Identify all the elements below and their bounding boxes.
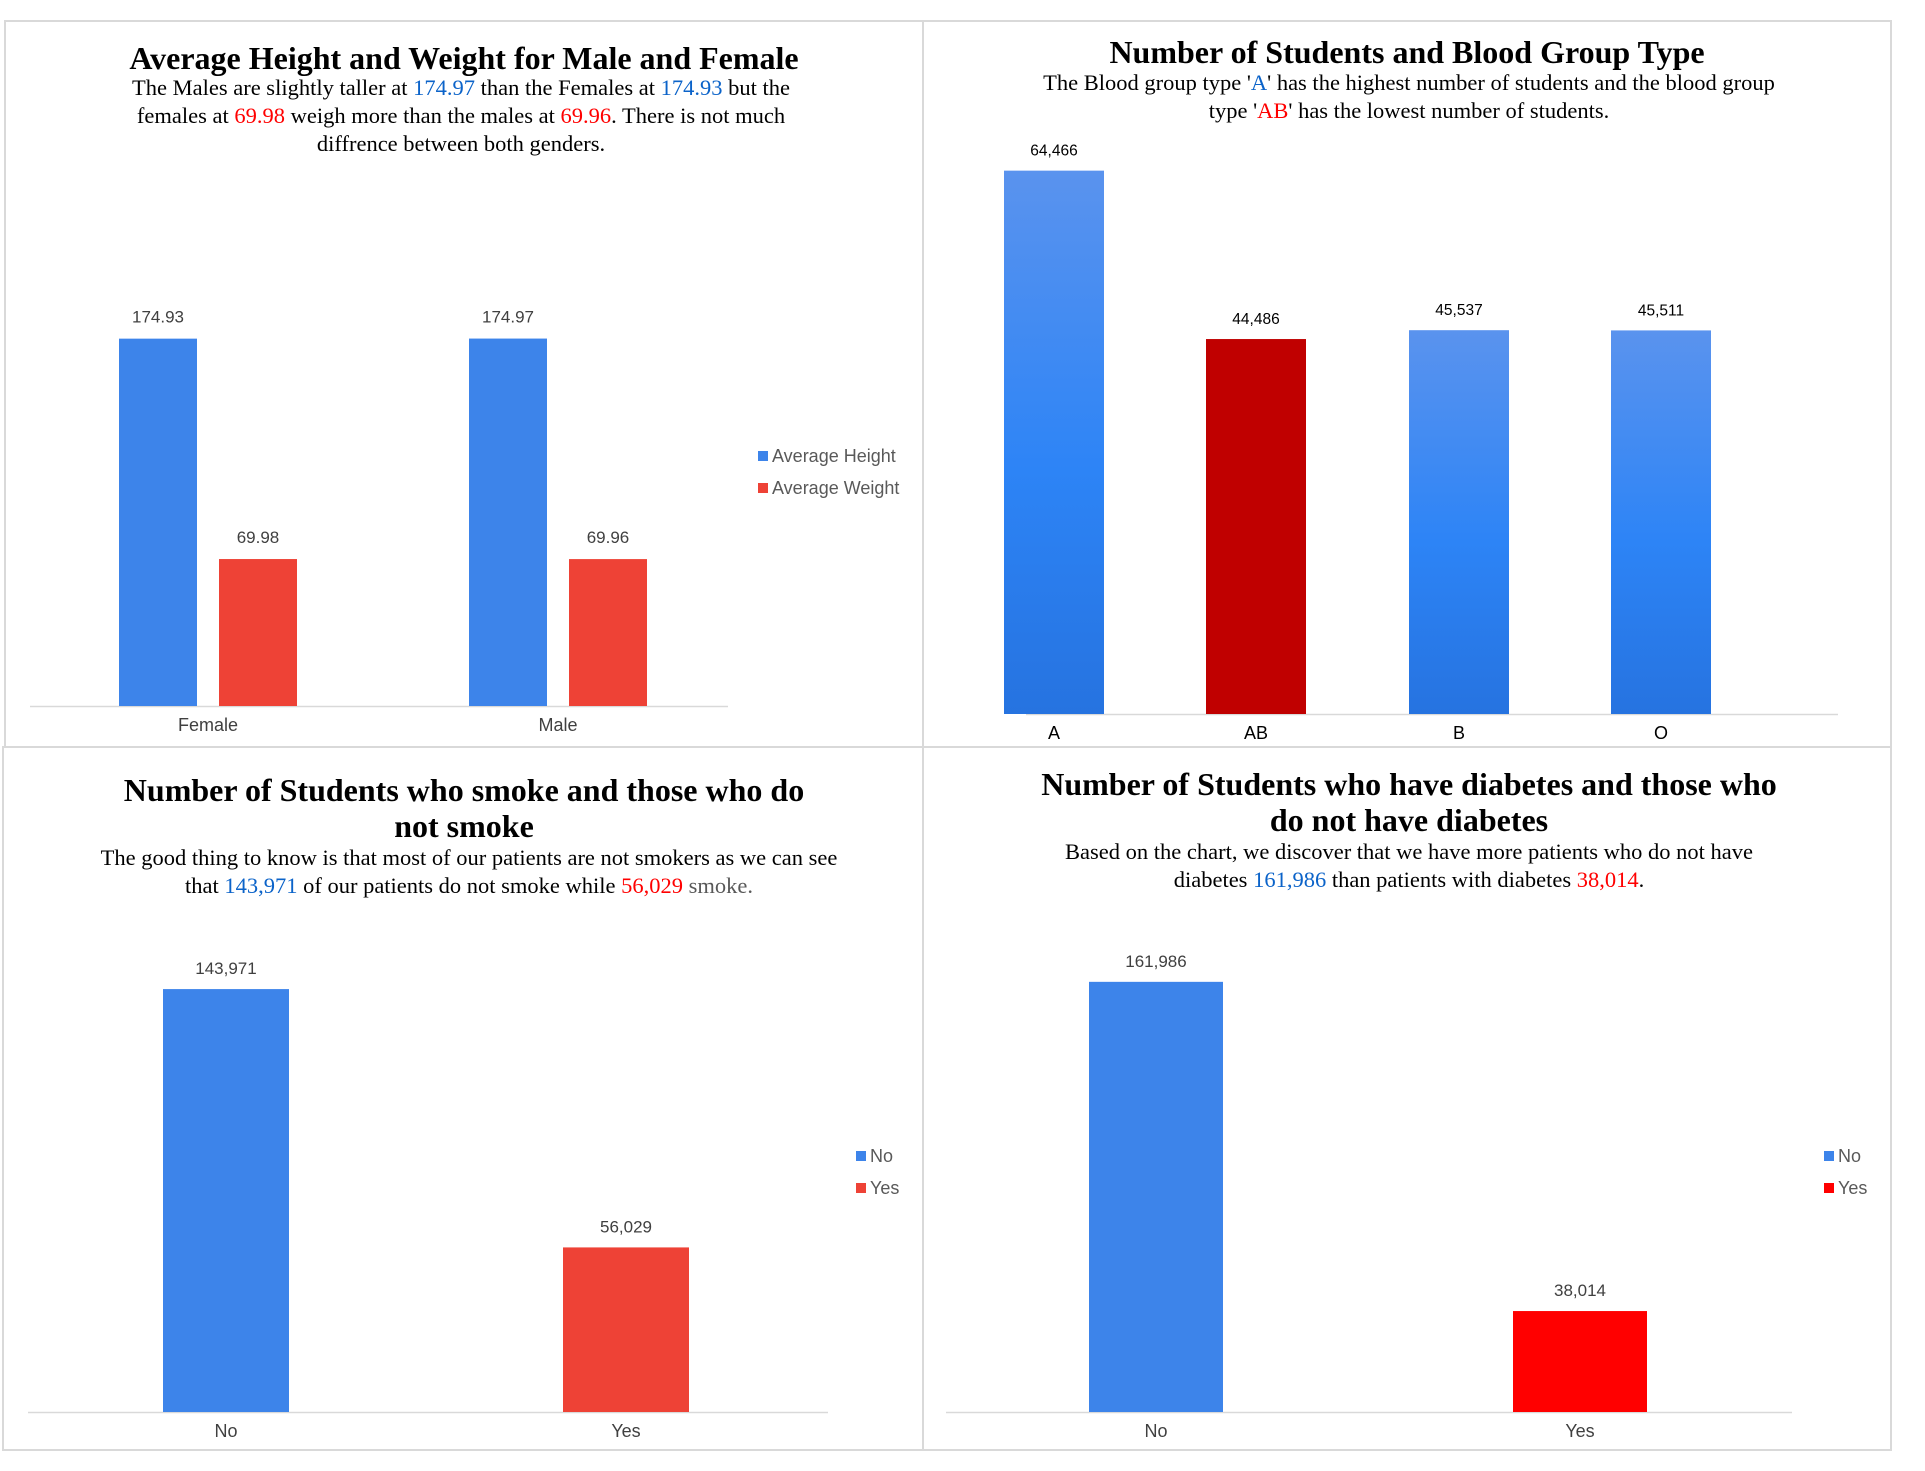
data-label: 174.97: [482, 308, 534, 327]
data-label: 56,029: [600, 1217, 652, 1236]
data-label: 69.98: [237, 528, 280, 547]
chart-title: Number of Students and Blood Group Type: [1109, 34, 1705, 70]
subtitle-text: . There is not much diffrence between bo…: [316, 103, 786, 156]
bar: [469, 338, 547, 706]
chart-subtitle: The good thing to know is that most of o…: [99, 844, 839, 900]
chart-title: Average Height and Weight for Male and F…: [129, 40, 799, 76]
subtitle-text: but the females at: [136, 75, 790, 128]
x-tick-label: Yes: [1565, 1421, 1594, 1441]
bar: [119, 338, 197, 706]
subtitle-text: The Blood group type ': [1043, 70, 1251, 95]
legend-item-weight: Average Weight: [758, 472, 899, 504]
legend-item-yes: Yes: [1824, 1172, 1867, 1204]
chart-subtitle: The Males are slightly taller at 174.97 …: [96, 74, 826, 158]
legend-swatch: [1824, 1151, 1834, 1161]
subtitle-text: ' has the lowest number of students.: [1288, 98, 1610, 123]
height-weight-chart: 174.93 69.98 Female 174.97 69.96 Male: [30, 308, 728, 735]
panel-blood-group: Number of Students and Blood Group Type …: [922, 20, 1892, 750]
subtitle-text: .: [1638, 867, 1645, 892]
x-tick-label: No: [1144, 1421, 1167, 1441]
panel-diabetes: Number of Students who have diabetes and…: [922, 746, 1892, 1451]
x-tick-label: Female: [178, 715, 238, 735]
legend-item-no: No: [1824, 1140, 1867, 1172]
chart-title: Number of Students who have diabetes and…: [1041, 766, 1777, 838]
highlight-value: 69.98: [234, 103, 285, 128]
diabetes-chart: 161,986 No 38,014 Yes: [946, 952, 1792, 1441]
chart-legend: Average Height Average Weight: [758, 440, 899, 504]
data-label: 64,466: [1030, 143, 1077, 160]
legend-label: No: [1838, 1145, 1862, 1166]
smoke-chart: 143,971 No 56,029 Yes: [28, 959, 828, 1441]
bar: [1513, 1311, 1647, 1412]
x-tick-label: No: [214, 1421, 237, 1441]
bar: [163, 989, 289, 1412]
highlight-value: 174.93: [660, 75, 723, 100]
bar: [569, 559, 647, 706]
subtitle-text: weigh more than the males at: [284, 103, 561, 128]
legend-swatch: [758, 483, 768, 493]
legend-label: Yes: [870, 1177, 900, 1198]
panel-height-weight: Average Height and Weight for Male and F…: [4, 20, 924, 748]
data-label: 44,486: [1232, 311, 1279, 328]
data-label: 143,971: [195, 959, 256, 978]
legend-item-yes: Yes: [856, 1172, 899, 1204]
x-tick-label: B: [1453, 723, 1465, 743]
data-label: 69.96: [587, 528, 630, 547]
bar: [1089, 981, 1223, 1412]
data-label: 45,511: [1638, 302, 1684, 319]
subtitle-text: The good thing to know is that most of o…: [100, 845, 838, 898]
legend-label: Yes: [1838, 1177, 1868, 1198]
legend-label: No: [870, 1145, 894, 1166]
legend-swatch: [856, 1183, 866, 1193]
highlight-value: 56,029: [621, 873, 684, 898]
data-label: 45,537: [1435, 302, 1482, 319]
legend-item-no: No: [856, 1140, 899, 1172]
chart-subtitle: The Blood group type 'A' has the highest…: [1034, 69, 1784, 125]
legend-swatch: [758, 451, 768, 461]
highlight-value: AB: [1257, 98, 1289, 123]
bar: [1004, 170, 1104, 715]
subtitle-text: than patients with diabetes: [1326, 867, 1577, 892]
bar: [1611, 330, 1711, 714]
subtitle-text: than the Females at: [475, 75, 661, 100]
legend-swatch: [1824, 1183, 1834, 1193]
chart-subtitle: Based on the chart, we discover that we …: [1034, 838, 1784, 894]
subtitle-text: of our patients do not smoke while: [297, 873, 622, 898]
data-label: 174.93: [132, 308, 184, 327]
bar: [1206, 339, 1306, 714]
x-tick-label: O: [1654, 723, 1668, 743]
highlight-value: 143,971: [224, 873, 298, 898]
highlight-value: 38,014: [1576, 867, 1639, 892]
highlight-value: A: [1250, 70, 1268, 95]
chart-legend: No Yes: [856, 1140, 899, 1204]
subtitle-text: smoke.: [683, 873, 754, 898]
x-tick-label: AB: [1244, 723, 1268, 743]
chart-legend: No Yes: [1824, 1140, 1867, 1204]
subtitle-text: The Males are slightly taller at: [132, 75, 414, 100]
data-label: 161,986: [1125, 952, 1186, 971]
bar: [1409, 330, 1509, 714]
subtitle-text: Based on the chart, we discover that we …: [1065, 839, 1753, 892]
x-tick-label: Male: [538, 715, 577, 735]
legend-label: Average Weight: [772, 477, 900, 498]
bar: [219, 559, 297, 706]
legend-label: Average Height: [772, 445, 896, 466]
chart-title: Number of Students who smoke and those w…: [123, 772, 805, 844]
highlight-value: 174.97: [413, 75, 476, 100]
legend-swatch: [856, 1151, 866, 1161]
x-tick-label: A: [1048, 723, 1060, 743]
subtitle-text: ' has the highest number of students and…: [1208, 70, 1775, 123]
x-tick-label: Yes: [611, 1421, 640, 1441]
panel-smoke: Number of Students who smoke and those w…: [2, 746, 924, 1451]
blood-group-chart: 64,466 A 44,486 AB 45,537 B 45,511 O: [1004, 143, 1838, 743]
highlight-value: 161,986: [1253, 867, 1327, 892]
legend-item-height: Average Height: [758, 440, 899, 472]
bar: [563, 1247, 689, 1412]
data-label: 38,014: [1554, 1281, 1606, 1300]
highlight-value: 69.96: [560, 103, 612, 128]
